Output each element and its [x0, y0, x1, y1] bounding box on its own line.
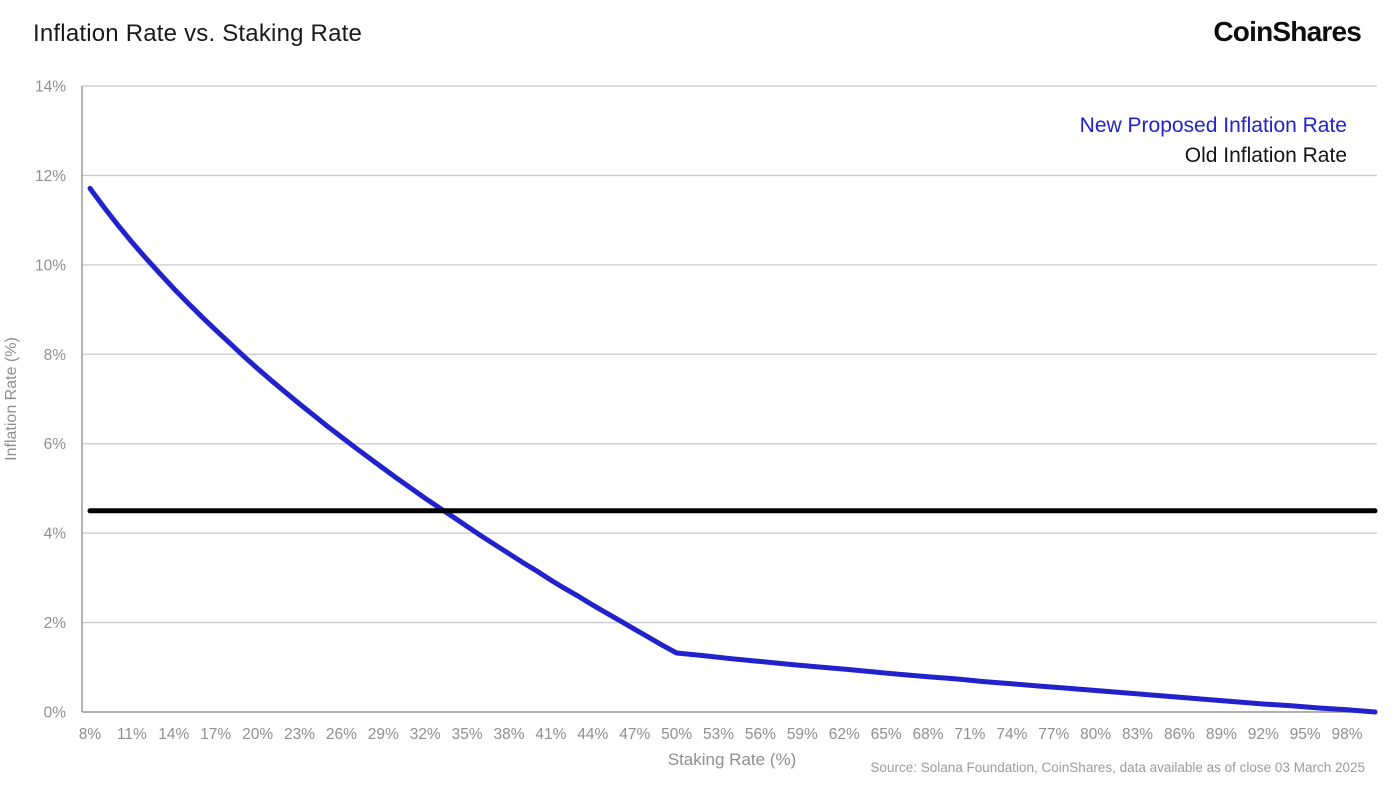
y-tick-label: 10%: [35, 257, 66, 274]
x-tick-label: 23%: [284, 726, 315, 743]
x-tick-label: 89%: [1206, 726, 1237, 743]
coinshares-logo: CoinShares: [1213, 16, 1361, 47]
x-tick-label: 26%: [326, 726, 357, 743]
x-tick-label: 41%: [535, 726, 566, 743]
y-axis-title: Inflation Rate (%): [3, 337, 20, 461]
x-tick-label: 80%: [1080, 726, 1111, 743]
x-tick-label: 95%: [1290, 726, 1321, 743]
x-tick-label: 65%: [871, 726, 902, 743]
x-tick-label: 17%: [200, 726, 231, 743]
x-tick-label: 8%: [79, 726, 102, 743]
x-tick-label: 74%: [996, 726, 1027, 743]
x-tick-label: 62%: [829, 726, 860, 743]
x-tick-label: 86%: [1164, 726, 1195, 743]
x-tick-label: 77%: [1038, 726, 1069, 743]
x-tick-label: 47%: [619, 726, 650, 743]
x-tick-label: 59%: [787, 726, 818, 743]
y-tick-label: 14%: [35, 79, 66, 96]
x-tick-label: 32%: [410, 726, 441, 743]
x-tick-label: 11%: [117, 726, 147, 743]
x-tick-label: 35%: [452, 726, 483, 743]
x-tick-label: 44%: [577, 726, 608, 743]
x-tick-label: 38%: [494, 726, 525, 743]
series-line-new-proposed-inflation-rate: [87, 185, 1378, 715]
x-tick-label: 98%: [1332, 726, 1363, 743]
x-tick-label: 92%: [1248, 726, 1279, 743]
x-tick-label: 29%: [368, 726, 399, 743]
y-tick-label: 2%: [44, 615, 67, 632]
y-tick-label: 12%: [35, 168, 66, 185]
y-tick-label: 6%: [44, 436, 67, 453]
x-tick-label: 14%: [158, 726, 189, 743]
chart-legend: New Proposed Inflation Rate Old Inflatio…: [1080, 111, 1347, 171]
x-tick-label: 20%: [242, 726, 273, 743]
y-tick-label: 8%: [44, 347, 67, 364]
x-tick-label: 53%: [703, 726, 734, 743]
x-tick-label: 71%: [954, 726, 985, 743]
x-tick-label: 83%: [1122, 726, 1153, 743]
x-axis-title: Staking Rate (%): [667, 750, 797, 769]
x-tick-label: 68%: [913, 726, 944, 743]
source-note: Source: Solana Foundation, CoinShares, d…: [870, 760, 1365, 775]
legend-item-new-proposed-inflation-rate: New Proposed Inflation Rate: [1079, 114, 1347, 137]
x-tick-label: 56%: [745, 726, 776, 743]
page-title: Inflation Rate vs. Staking Rate: [33, 20, 363, 47]
legend-item-old-inflation-rate: Old Inflation Rate: [1184, 144, 1347, 167]
y-tick-label: 4%: [44, 526, 67, 543]
x-tick-label: 50%: [661, 726, 692, 743]
y-tick-label: 0%: [44, 705, 67, 722]
